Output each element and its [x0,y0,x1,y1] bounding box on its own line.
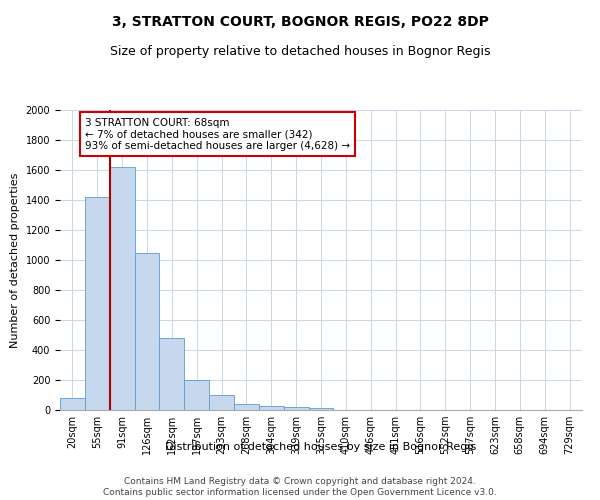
Bar [259,406,284,410]
Text: Distribution of detached houses by size in Bognor Regis: Distribution of detached houses by size … [166,442,476,452]
Bar [110,167,134,410]
Bar [134,252,160,410]
Text: 3, STRATTON COURT, BOGNOR REGIS, PO22 8DP: 3, STRATTON COURT, BOGNOR REGIS, PO22 8D… [112,15,488,29]
Bar [308,408,334,410]
Text: Contains HM Land Registry data © Crown copyright and database right 2024.
Contai: Contains HM Land Registry data © Crown c… [103,478,497,497]
Bar [234,404,259,410]
Bar [85,197,110,410]
Bar [60,398,85,410]
Bar [284,407,308,410]
Text: Size of property relative to detached houses in Bognor Regis: Size of property relative to detached ho… [110,45,490,58]
Bar [160,338,184,410]
Text: 3 STRATTON COURT: 68sqm
← 7% of detached houses are smaller (342)
93% of semi-de: 3 STRATTON COURT: 68sqm ← 7% of detached… [85,118,350,150]
Y-axis label: Number of detached properties: Number of detached properties [10,172,20,348]
Bar [184,380,209,410]
Bar [209,395,234,410]
